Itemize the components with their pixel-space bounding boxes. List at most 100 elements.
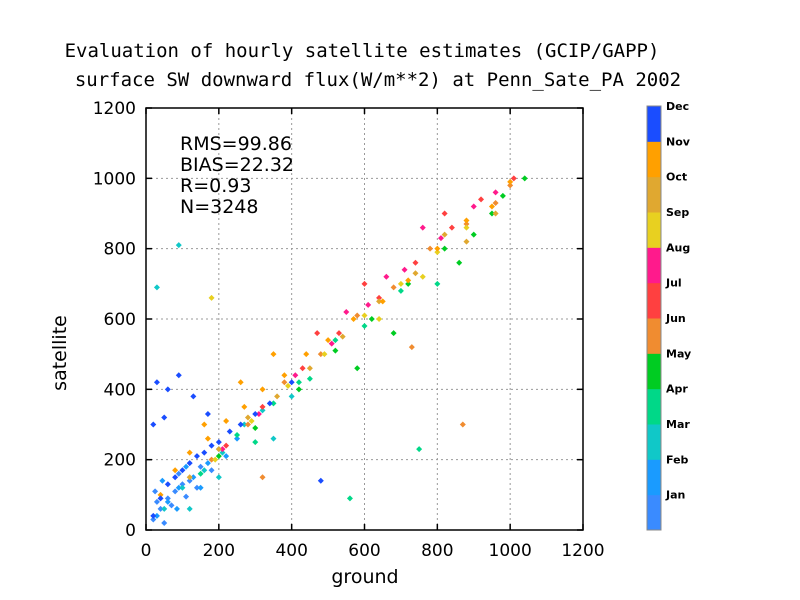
colorbar-label: Nov: [666, 135, 691, 148]
scatter-point-jan: [179, 481, 186, 488]
scatter-point-aug: [219, 446, 226, 453]
scatter-point-jul: [510, 175, 517, 182]
y-ticks: 0 200 400 600 800 1000 1200: [93, 99, 583, 541]
scatter-point-jan: [193, 484, 200, 491]
scatter-point-nov: [463, 217, 470, 224]
scatter-point-aug: [292, 372, 299, 379]
scatter-point-nov: [281, 372, 288, 379]
scatter-point-apr: [361, 323, 368, 330]
scatter-point-jun: [317, 351, 324, 358]
scatter-point-apr: [252, 439, 259, 446]
scatter-point-oct: [186, 474, 193, 481]
scatter-point-feb: [223, 453, 230, 460]
scatter-point-apr: [306, 375, 313, 382]
scatter-point-nov: [488, 203, 495, 210]
colorbar-swatch-sep: [647, 212, 661, 248]
x-tick-label: 1000: [489, 541, 532, 561]
scatter-point-nov: [270, 351, 277, 358]
scatter-point-nov: [507, 178, 514, 185]
scatter-point-dec: [164, 386, 171, 393]
scatter-point-dec: [215, 439, 222, 446]
scatter-point-jun: [459, 421, 466, 428]
scatter-point-may: [295, 386, 302, 393]
scatter-point-nov: [157, 491, 164, 498]
colorbar-label: Aug: [666, 241, 690, 254]
x-tick-label: 600: [348, 541, 380, 561]
scatter-point-feb: [175, 484, 182, 491]
scatter-point-may: [368, 316, 375, 322]
scatter-point-dec: [190, 393, 197, 400]
colorbar-swatch-aug: [647, 247, 661, 284]
scatter-point-mar: [241, 421, 248, 428]
scatter-point-may: [521, 175, 528, 182]
stat-rms: RMS=99.86: [180, 133, 292, 155]
scatter-point-dec: [164, 481, 171, 488]
scatter-point-apr: [332, 337, 339, 344]
scatter-point-oct: [463, 238, 470, 245]
scatter-point-may: [499, 192, 506, 199]
scatter-point-dec: [288, 379, 295, 386]
scatter-point-nov: [204, 435, 211, 442]
stat-bias: BIAS=22.32: [180, 154, 294, 176]
scatter-point-jan: [183, 493, 190, 500]
scatter-point-feb: [164, 498, 171, 505]
scatter-point-dec: [252, 410, 259, 417]
colorbar-swatch-mar: [647, 424, 661, 460]
scatter-point-aug: [492, 189, 499, 196]
colorbar-swatch-nov: [647, 141, 661, 178]
colorbar-label: Dec: [666, 100, 689, 113]
scatter-point-aug: [437, 235, 444, 242]
scatter-point-jan: [175, 470, 182, 477]
scatter-point-dec: [193, 453, 200, 460]
scatter-point-feb: [197, 484, 204, 491]
scatter-point-dec: [161, 414, 168, 421]
x-tick-label: 1200: [561, 541, 604, 561]
scatter-point-sep: [397, 280, 404, 287]
scatter-point-nov: [259, 386, 266, 393]
scatter-point-jun: [390, 284, 397, 291]
scatter-point-jan: [164, 495, 171, 502]
scatter-point-sep: [285, 382, 292, 389]
scatter-point-apr: [295, 379, 302, 386]
colorbar-swatch-apr: [647, 388, 661, 425]
y-tick-label: 200: [104, 451, 136, 471]
scatter-point-oct: [412, 270, 419, 277]
scatter-point-oct: [339, 333, 346, 340]
scatter-point-mar: [161, 505, 168, 512]
colorbar-swatch-feb: [647, 459, 661, 496]
scatter-point-jun: [281, 379, 288, 386]
scatter-point-apr: [434, 280, 441, 287]
scatter-point-sep: [419, 273, 426, 280]
scatter-point-mar: [186, 505, 193, 512]
colorbar-swatch-jul: [647, 282, 661, 319]
scatter-point-nov: [241, 403, 248, 410]
scatter-point-dec: [179, 467, 186, 474]
scatter-point-jul: [314, 330, 321, 337]
scatter-point-nov: [379, 298, 386, 305]
scatter-point-dec: [204, 410, 211, 417]
scatter-point-aug: [419, 224, 426, 231]
colorbar-label: Feb: [666, 453, 689, 466]
scatter-point-jan: [197, 463, 204, 470]
scatter-point-oct: [441, 231, 448, 238]
scatter-point-sep: [361, 312, 368, 319]
y-tick-label: 1000: [93, 169, 136, 189]
scatter-point-jul: [412, 259, 419, 266]
colorbar-label: Jul: [665, 277, 682, 290]
scatter-point-aug: [343, 308, 350, 315]
scatter-point-may: [456, 259, 463, 266]
scatter-point-apr: [416, 446, 423, 453]
scatter-point-jun: [492, 199, 499, 206]
scatter-point-jun: [463, 221, 470, 228]
scatter-point-jan: [150, 516, 157, 523]
colorbar-label: Mar: [666, 418, 690, 431]
scatter-point-aug: [401, 266, 408, 273]
scatter-point-may: [441, 245, 448, 252]
scatter-point-jan: [153, 498, 160, 505]
scatter-point-dec: [186, 460, 193, 467]
scatter-point-feb: [190, 474, 197, 481]
scatter-point-nov: [434, 245, 441, 252]
scatter-point-aug: [328, 340, 335, 347]
scatter-point-jul: [376, 294, 383, 301]
